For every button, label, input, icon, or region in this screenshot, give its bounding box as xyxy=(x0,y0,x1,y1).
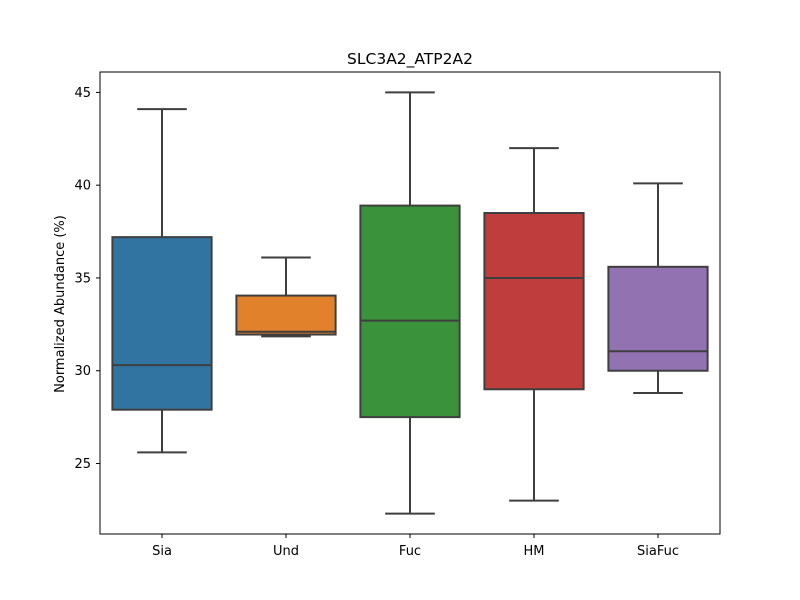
x-tick-label-fuc: Fuc xyxy=(399,544,421,559)
plot-area: 25 30 35 40 45 Sia Und Fuc HM SiaFuc xyxy=(74,71,721,559)
x-tick-label-und: Und xyxy=(273,544,299,559)
iqr-box-fuc xyxy=(359,204,461,419)
y-tick-label-25: 25 xyxy=(74,457,91,472)
y-tick-label-30: 30 xyxy=(74,364,91,379)
box-und xyxy=(235,256,337,338)
x-tick-label-sia: Sia xyxy=(152,544,172,559)
box-fuc xyxy=(359,91,461,515)
iqr-box-und xyxy=(235,294,337,336)
box-hm xyxy=(483,147,585,502)
y-tick-label-45: 45 xyxy=(74,86,91,101)
y-tick-label-40: 40 xyxy=(74,179,91,194)
iqr-box-siafuc xyxy=(607,265,709,372)
x-tick-label-hm: HM xyxy=(524,544,545,559)
iqr-box-hm xyxy=(483,212,585,391)
y-tick-label-35: 35 xyxy=(74,271,91,286)
iqr-box-sia xyxy=(111,236,213,411)
chart-title: SLC3A2_ATP2A2 xyxy=(347,50,473,69)
y-axis-label: Normalized Abundance (%) xyxy=(53,215,68,393)
box-siafuc xyxy=(607,182,709,394)
box-sia xyxy=(111,108,213,454)
x-tick-label-siafuc: SiaFuc xyxy=(637,544,679,559)
